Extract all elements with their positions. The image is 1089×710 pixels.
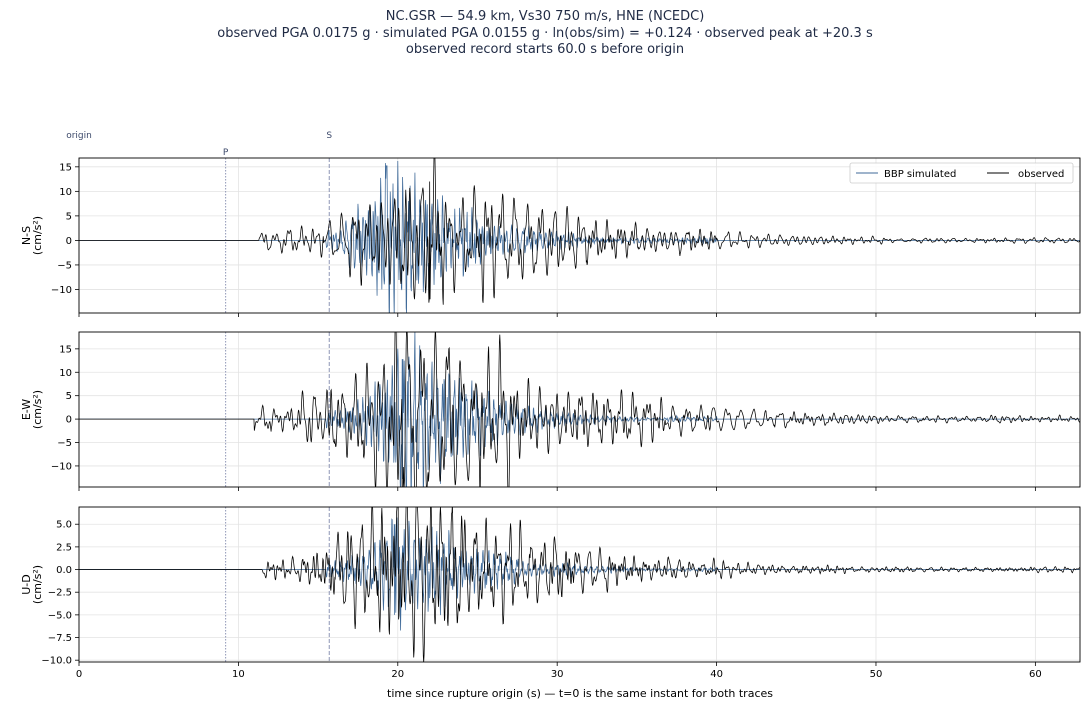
y-tick-label: 15 — [59, 344, 72, 355]
simulated-trace — [79, 161, 1080, 313]
simulated-trace — [79, 332, 1080, 487]
title-line-3: observed record starts 60.0 s before ori… — [406, 42, 684, 57]
y-tick-label: 10 — [59, 187, 72, 198]
title-line-2: observed PGA 0.0175 g · simulated PGA 0.… — [217, 26, 873, 41]
panel-north-south: −10 −5 0 5 10 15 N-S(cm/s²) BBP simulated observ… — [20, 157, 1081, 317]
x-tick-label: 60 — [1029, 669, 1042, 680]
y-tick-label: −7.5 — [48, 633, 72, 644]
origin-label: origin — [66, 131, 92, 141]
plot-frame — [78, 331, 1081, 488]
y-tick-label: 10 — [59, 368, 72, 379]
legend-box — [849, 162, 1074, 184]
x-tick-label: 30 — [551, 669, 564, 680]
y-tick-label: 15 — [59, 162, 72, 173]
observed-trace — [79, 158, 1080, 305]
phase-marker-labels: origin P S — [66, 131, 332, 158]
legend-label-observed: observed — [1018, 169, 1064, 180]
y-tick-label: −10 — [51, 285, 72, 296]
y-tick-label: 2.5 — [56, 542, 72, 553]
p-wave-label: P — [223, 148, 229, 158]
y-tick-label: −10.0 — [41, 656, 72, 667]
y-tick-label: 5 — [66, 391, 72, 402]
y-axis-label: E-W(cm/s²) — [20, 390, 44, 429]
title-line-1: NC.GSR — 54.9 km, Vs30 750 m/s, HNE (NCE… — [386, 9, 705, 24]
x-tick-label: 20 — [391, 669, 404, 680]
legend: BBP simulated observed — [849, 162, 1074, 184]
y-tick-label: 5 — [66, 211, 72, 222]
y-tick-label: 0 — [66, 236, 72, 247]
x-tick-label: 50 — [870, 669, 883, 680]
y-tick-label: −5 — [57, 260, 72, 271]
y-axis-label: N-S(cm/s²) — [20, 216, 44, 255]
y-tick-label: −5 — [57, 438, 72, 449]
plot-frame — [78, 157, 1081, 314]
legend-label-simulated: BBP simulated — [884, 169, 956, 180]
observed-trace — [79, 507, 1080, 662]
y-tick-label: 5.0 — [56, 520, 72, 531]
observed-trace — [79, 332, 1080, 487]
x-axis-label: time since rupture origin (s) — t=0 is t… — [387, 687, 773, 700]
plot-frame — [78, 506, 1081, 663]
x-tick-label: 40 — [710, 669, 723, 680]
y-tick-label: −10 — [51, 461, 72, 472]
y-tick-label: 0 — [66, 415, 72, 426]
panel-east-west: −10 −5 0 5 10 15 E-W(cm/s²) — [20, 331, 1081, 491]
y-tick-label: −2.5 — [48, 588, 72, 599]
y-tick-label: −5.0 — [48, 610, 72, 621]
s-wave-label: S — [326, 131, 332, 141]
panel-up-down: −10.0 −7.5 −5.0 −2.5 0.0 2.5 5.0 0 10 20 30 40 50 60 U… — [20, 506, 1081, 680]
x-tick-label: 10 — [232, 669, 245, 680]
simulated-trace — [79, 517, 1080, 631]
figure-title: NC.GSR — 54.9 km, Vs30 750 m/s, HNE (NCE… — [217, 9, 873, 57]
y-tick-label: 0.0 — [56, 565, 72, 576]
y-axis-label: U-D(cm/s²) — [20, 565, 44, 604]
x-tick-label: 0 — [76, 669, 82, 680]
